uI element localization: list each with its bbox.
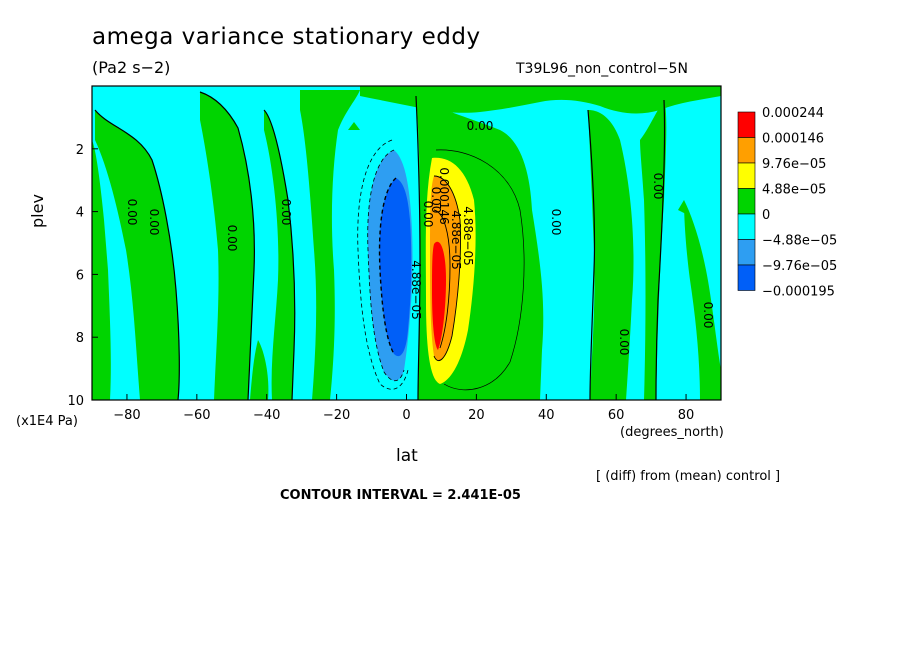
legend-swatch-0: [737, 111, 756, 138]
contour-zero-east: [587, 109, 596, 400]
band-west-50: [200, 92, 255, 400]
x-tick-label-1: −60: [183, 408, 210, 423]
contour-label-7: 0.00: [617, 329, 631, 356]
run-label: T39L96_non_control−5N: [516, 61, 688, 77]
band-east-60: [588, 110, 634, 400]
contour-label-3: 0.00: [279, 199, 293, 226]
plot-area: 0.00 0.000.000.000.000.000.000.000.000.00…: [92, 86, 721, 400]
neg-band-core: [379, 178, 412, 357]
contour-label-5: 0.00: [549, 209, 563, 236]
x-tick-label-4: 0: [402, 408, 410, 423]
x-tick-label-8: 80: [678, 408, 695, 423]
contour-label-6: 0.00: [651, 173, 665, 200]
contour-label-2: 0.00: [225, 225, 239, 252]
y-tick-label-0: 2: [76, 143, 84, 158]
chart-title: amega variance stationary eddy: [92, 24, 481, 50]
axes: −80 −60 −40 −20 0 20 40 60 80 2 4 6 8 10: [67, 143, 694, 423]
contour-neg-inner: [378, 177, 397, 355]
contour-pos-inner: [433, 209, 451, 349]
y-tick-label-2: 6: [76, 268, 84, 283]
contour-pos-mid: [433, 175, 461, 361]
band-east-70: [640, 100, 667, 400]
contour-label-0: 0.00: [125, 199, 139, 226]
contour-interval: CONTOUR INTERVAL = 2.441E-05: [280, 488, 521, 503]
x-tick-label-6: 40: [538, 408, 555, 423]
contour-neg-outer: [357, 139, 409, 390]
contour-label-10: 4.88e−05: [409, 260, 423, 319]
contour-zero-west: [94, 109, 180, 400]
contour-label-9: 0.00: [421, 201, 435, 228]
y-tick-label-1: 4: [76, 206, 84, 221]
contour-zero-west3: [263, 109, 296, 400]
diff-note: [ (diff) from (mean) control ]: [596, 469, 781, 484]
legend-swatch-5: [737, 239, 756, 266]
legend-label-2: 9.76e−05: [762, 157, 826, 172]
legend-swatch-1: [737, 137, 756, 164]
patch-lower-left: [250, 340, 269, 400]
x-tick-label-3: −20: [323, 408, 350, 423]
contour-label-14: 0.000146: [437, 167, 451, 224]
colorbar-legend: 0.000244 0.000146 9.76e−05 4.88e−05 0 −4.88e−…: [737, 106, 837, 300]
band-top: [360, 86, 721, 114]
contour-label-1: 0.00: [147, 209, 161, 236]
legend-label-5: −4.88e−05: [762, 234, 837, 249]
y-axis-label: plev: [28, 194, 47, 228]
band-east-80: [684, 200, 721, 400]
contour-zero-east2: [655, 99, 666, 400]
patch-upper-left-small: [313, 118, 327, 130]
x-tick-label-5: 20: [468, 408, 485, 423]
x-tick-label-0: −80: [113, 408, 140, 423]
x-axis-units: (degrees_north): [620, 425, 724, 440]
legend-label-1: 0.000146: [762, 132, 824, 147]
legend-label-6: −9.76e−05: [762, 259, 837, 274]
contour-pos-outer: [435, 149, 525, 391]
x-tick-label-2: −40: [253, 408, 280, 423]
contour-label-12: 4.88e−05: [449, 210, 463, 269]
chart-units: (Pa2 s−2): [92, 58, 171, 77]
y-tick-label-3: 8: [76, 331, 84, 346]
band-west-40: [264, 110, 295, 400]
contour-label-4: 0.00: [467, 119, 494, 133]
x-tick-label-7: 60: [608, 408, 625, 423]
y-tick-label-4: 10: [67, 394, 84, 409]
legend-swatch-6: [737, 264, 756, 291]
contour-zero-center: [415, 95, 421, 400]
patch-east-small: [678, 200, 686, 214]
contour-neg-mid: [367, 149, 405, 382]
legend-label-3: 4.88e−05: [762, 183, 826, 198]
band-west-30: [300, 90, 360, 400]
patch-upper-small: [348, 122, 360, 130]
contour-lines: [94, 91, 666, 400]
x-axis-label: lat: [396, 446, 418, 466]
legend-swatch-4: [737, 213, 756, 240]
band-far-west: [92, 86, 111, 400]
contour-zero-west2: [199, 91, 255, 400]
legend-swatch-2: [737, 162, 756, 189]
legend-swatch-3: [737, 188, 756, 215]
contour-label-layer: 0.00 0.000.000.000.000.000.000.000.000.00…: [125, 119, 715, 355]
legend-label-4: 0: [762, 208, 770, 223]
contour-label-13: 0.00: [429, 187, 443, 214]
y-axis-units: (x1E4 Pa): [16, 414, 78, 429]
pos-band-core: [432, 241, 446, 350]
contour-label-8: 0.00: [701, 302, 715, 329]
legend-label-0: 0.000244: [762, 106, 824, 121]
legend-label-7: −0.000195: [762, 285, 835, 300]
contour-label-11: 4.88e−05: [461, 206, 475, 265]
